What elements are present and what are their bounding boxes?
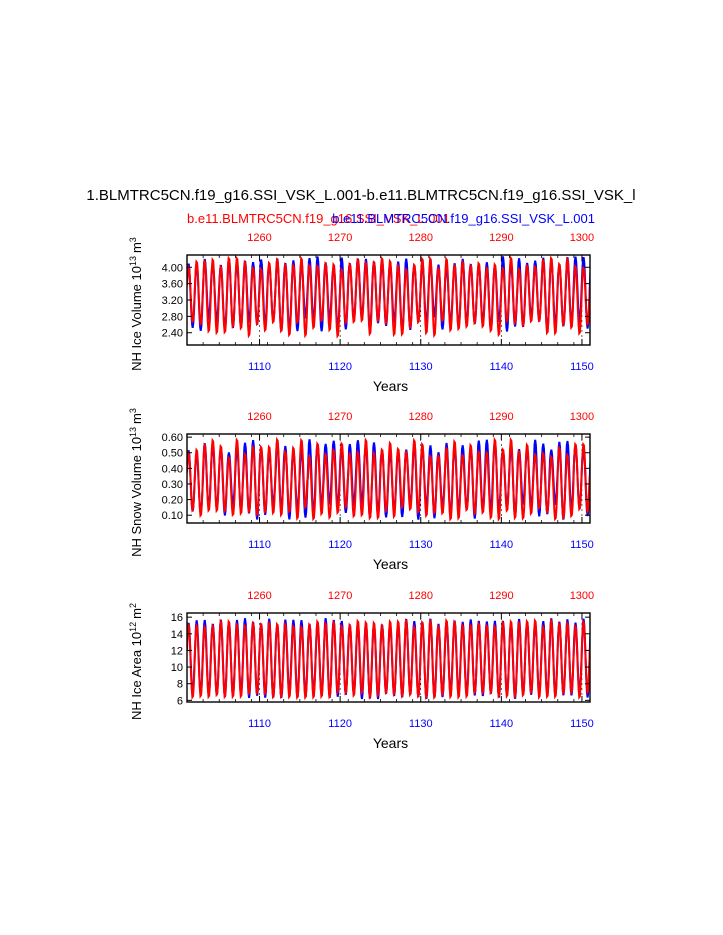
x-tick-label-bottom: 1120 [328,361,352,373]
x-tick-label-top: 1290 [489,590,513,602]
x-tick-label-bottom: 1130 [409,539,433,551]
y-label-main: NH Ice Volume 10 [129,266,144,371]
chart-nh-ice-area: 6 8 10 12 14 16 1110 1120 1130 1140 1150 1260 1270 12… [128,590,594,751]
chart-nh-ice-volume: 2.40 2.80 3.20 3.60 4.00 1110 1120 1130 1140 1150… [128,232,594,394]
series-group [187,436,590,523]
x-tick-label-bottom: 1110 [248,718,271,730]
legend-case1: b.e11.BLMTRC5CN.f19_g16.SSI_VSK_L.001 [187,211,450,226]
x-tick-label-bottom: 1140 [490,361,514,373]
plot-frame [186,433,591,524]
y-label-unit-sup: 3 [128,237,138,242]
x-tick-label-bottom: 1130 [409,718,433,730]
y-tick-label: 0.40 [162,463,183,475]
y-tick-label: 0.60 [162,432,183,444]
series-group [187,255,590,339]
x-tick-label-top: 1260 [247,232,271,244]
y-label-unit: m [129,413,144,424]
y-label-sup: 12 [128,622,138,632]
series-line-case1 [187,436,590,523]
x-tick-label-top: 1280 [408,590,432,602]
x-tick-label-top: 1270 [328,590,352,602]
y-label-main: NH Ice Area 10 [129,632,144,720]
x-tick-label-top: 1280 [408,411,432,423]
x-tick-label-bottom: 1110 [248,539,271,551]
y-tick-label: 0.20 [162,495,183,507]
x-tick-label-top: 1270 [328,411,352,423]
y-tick-label: 3.20 [162,295,183,307]
y-tick-label: 6 [177,695,183,707]
y-tick-label: 2.80 [162,311,183,323]
y-tick-label: 16 [171,612,183,624]
plot-frame [186,612,591,703]
y-tick-label: 0.10 [162,510,183,522]
y-label-sup: 13 [128,256,138,266]
y-label-unit-sup: 2 [128,603,138,608]
x-tick-label-top: 1300 [570,232,594,244]
x-tick-label-top: 1280 [408,232,432,244]
figure-title: 1.BLMTRC5CN.f19_g16.SSI_VSK_L.001-b.e11.… [86,187,635,204]
x-tick-label-top: 1270 [328,232,352,244]
x-tick-label-bottom: 1120 [328,539,352,551]
series-line-case1 [187,255,590,339]
y-label-unit: m [129,608,144,619]
y-tick-label: 8 [177,679,183,691]
series-group [187,617,590,701]
y-tick-label: 12 [171,645,183,657]
y-tick-label: 0.50 [162,448,183,460]
y-tick-label: 0.30 [162,479,183,491]
x-tick-label-bottom: 1150 [570,361,594,373]
x-tick-label-bottom: 1120 [328,718,352,730]
y-label-main: NH Snow Volume 10 [129,437,144,557]
x-tick-label-top: 1300 [570,590,594,602]
x-axis-label: Years [373,556,408,572]
y-tick-label: 10 [171,662,183,674]
x-tick-label-top: 1290 [489,411,513,423]
y-tick-label: 14 [171,629,183,641]
x-tick-label-bottom: 1150 [570,718,594,730]
x-tick-label-bottom: 1140 [490,718,514,730]
y-axis-label: NH Ice Area 1012 m2 [128,603,144,720]
x-tick-label-top: 1300 [570,411,594,423]
y-tick-label: 4.00 [162,262,183,274]
x-tick-label-bottom: 1130 [409,361,433,373]
y-tick-label: 2.40 [162,328,183,340]
y-label-unit-sup: 3 [128,408,138,413]
x-axis-label: Years [373,735,408,751]
series-line-case1 [187,617,590,701]
x-tick-label-bottom: 1150 [570,539,594,551]
y-tick-label: 3.60 [162,279,183,291]
x-tick-label-bottom: 1140 [490,539,514,551]
x-tick-label-top: 1260 [247,411,271,423]
x-axis-label: Years [373,378,408,394]
x-tick-label-top: 1260 [247,590,271,602]
x-tick-label-bottom: 1110 [248,361,271,373]
legend-case2: b.e11.BLMTRC5CN.f19_g16.SSI_VSK_L.001 [332,211,595,226]
chart-nh-snow-volume: 0.10 0.20 0.30 0.40 0.50 0.60 1110 1120 1130 1140… [128,408,594,572]
y-label-sup: 13 [128,427,138,437]
y-axis-label: NH Ice Volume 1013 m3 [128,237,144,371]
x-tick-label-top: 1290 [489,232,513,244]
y-label-unit: m [129,242,144,253]
y-axis-label: NH Snow Volume 1013 m3 [128,408,144,557]
